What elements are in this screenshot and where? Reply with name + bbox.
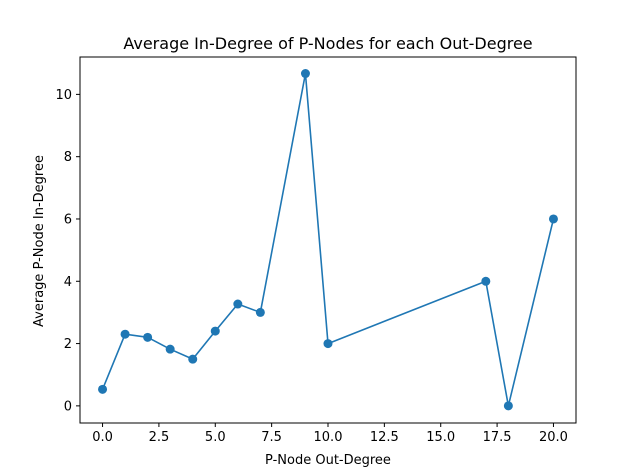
data-point (143, 332, 153, 342)
data-point (188, 354, 198, 364)
chart-title: Average In-Degree of P-Nodes for each Ou… (123, 34, 532, 53)
data-point (323, 339, 333, 349)
data-point (548, 214, 558, 224)
data-point (98, 384, 108, 394)
x-tick-label: 15.0 (426, 430, 455, 445)
data-point (233, 299, 243, 309)
data-point (300, 69, 310, 79)
data-point (120, 329, 130, 339)
x-tick-label: 12.5 (370, 430, 399, 445)
data-point (210, 326, 220, 336)
data-point (481, 276, 491, 286)
x-tick-label: 0.0 (92, 430, 113, 445)
x-tick-label: 5.0 (205, 430, 226, 445)
data-point (165, 344, 175, 354)
y-tick-label: 8 (64, 150, 72, 165)
y-tick-label: 4 (64, 275, 72, 290)
y-tick-label: 10 (55, 88, 72, 103)
x-axis-label: P-Node Out-Degree (265, 453, 391, 468)
y-tick-label: 2 (64, 337, 72, 352)
x-tick-label: 7.5 (261, 430, 282, 445)
y-tick-label: 0 (64, 399, 72, 414)
x-tick-label: 17.5 (483, 430, 512, 445)
x-tick-label: 2.5 (149, 430, 170, 445)
x-tick-label: 20.0 (539, 430, 568, 445)
y-tick-label: 6 (64, 212, 72, 227)
data-point (503, 401, 513, 411)
y-axis-label: Average P-Node In-Degree (32, 155, 47, 327)
data-point (255, 307, 265, 317)
x-tick-label: 10.0 (314, 430, 343, 445)
